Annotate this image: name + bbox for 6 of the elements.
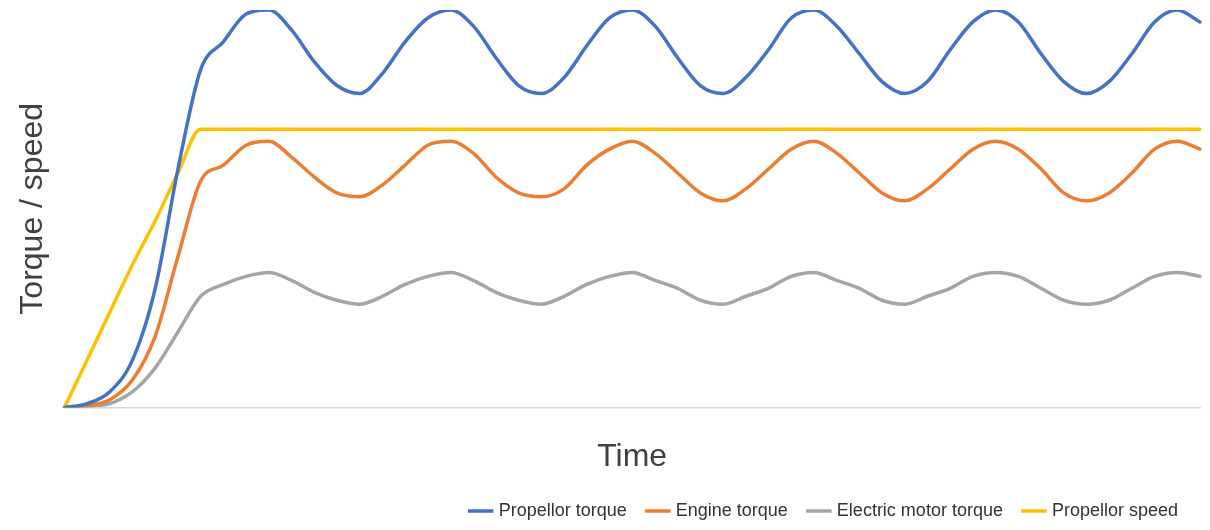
legend-label: Propellor torque xyxy=(498,499,627,520)
legend-label: Engine torque xyxy=(675,499,788,520)
y-axis-title: Torque / speed xyxy=(13,102,50,315)
legend-label: Propellor speed xyxy=(1051,499,1179,520)
x-axis-title: Time xyxy=(597,436,668,473)
legend-label: Electric motor torque xyxy=(836,499,1003,520)
